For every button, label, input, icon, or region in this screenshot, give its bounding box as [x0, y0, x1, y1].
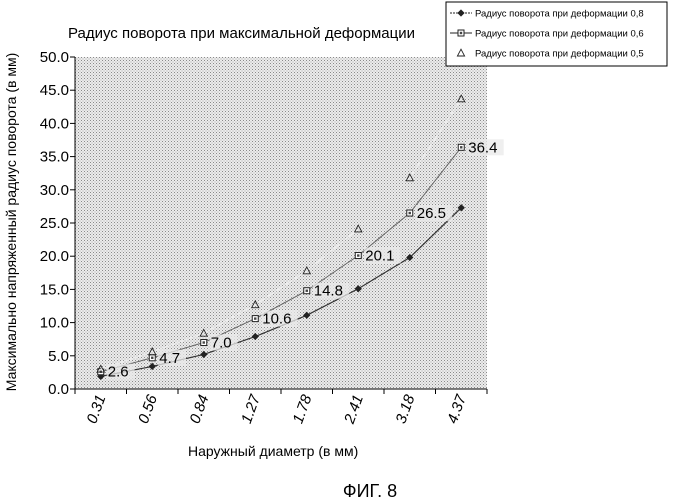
y-tick-label: 10.0 — [40, 315, 69, 332]
y-tick-label: 45.0 — [40, 82, 69, 99]
data-label: 10.6 — [262, 311, 291, 328]
data-point — [252, 316, 258, 322]
data-label: 7.0 — [211, 335, 232, 352]
legend-item-2: Радиус поворота при деформации 0,6 — [450, 29, 644, 40]
y-tick-label: 0.0 — [48, 381, 69, 398]
data-label: 2.6 — [108, 364, 129, 381]
legend-item-1: Радиус поворота при деформации 0,8 — [450, 9, 644, 20]
figure-caption: ФИГ. 8 — [343, 481, 397, 500]
data-point — [407, 210, 413, 216]
y-tick-label: 15.0 — [40, 281, 69, 298]
legend-marker — [458, 30, 464, 36]
y-tick-label: 35.0 — [40, 149, 69, 166]
data-label: 26.5 — [417, 205, 446, 222]
y-axis: 0.0 5.0 10.0 15.0 20.0 25.0 30.0 35.0 40.0 45.0 50… — [40, 49, 75, 398]
x-tick-label: 2.41 — [341, 393, 367, 427]
plot-area — [75, 57, 487, 389]
x-tick-label: 0.84 — [187, 393, 213, 426]
data-point — [355, 253, 361, 259]
legend-label: Радиус поворота при деформации 0,5 — [475, 49, 644, 60]
x-tick-label: 3.18 — [393, 392, 419, 426]
x-tick-label: 1.78 — [290, 392, 316, 426]
data-label: 36.4 — [468, 139, 497, 156]
data-label: 14.8 — [314, 283, 343, 300]
y-axis-title: Максимально напряженный радиус поворота … — [3, 53, 19, 392]
y-tick-label: 20.0 — [40, 248, 69, 265]
data-label: 4.7 — [159, 350, 180, 367]
y-tick-label: 40.0 — [40, 115, 69, 132]
y-tick-label: 5.0 — [48, 348, 69, 365]
data-label: 20.1 — [365, 248, 394, 265]
x-tick-label: 4.37 — [444, 392, 470, 426]
y-tick-label: 30.0 — [40, 182, 69, 199]
data-point — [201, 340, 207, 346]
legend-item-3: Радиус поворота при деформации 0,5 — [450, 49, 644, 60]
x-tick-label: 1.27 — [238, 392, 264, 426]
legend-label: Радиус поворота при деформации 0,8 — [475, 9, 644, 20]
x-tick-label: 0.56 — [135, 392, 161, 426]
y-tick-label: 50.0 — [40, 49, 69, 66]
legend-label: Радиус поворота при деформации 0,6 — [475, 29, 644, 40]
x-axis-title: Наружный диаметр (в мм) — [188, 443, 358, 459]
chart-title: Радиус поворота при максимальной деформа… — [68, 25, 415, 42]
y-tick-label: 25.0 — [40, 215, 69, 232]
data-point — [458, 144, 464, 150]
data-point — [149, 355, 155, 361]
x-axis: 0.31 0.56 0.84 1.27 1.78 2.41 3.18 4.37 — [75, 389, 487, 427]
data-point — [304, 288, 310, 294]
x-tick-label: 0.31 — [84, 393, 110, 426]
legend: Радиус поворота при деформации 0,8 Радиус… — [446, 2, 667, 66]
